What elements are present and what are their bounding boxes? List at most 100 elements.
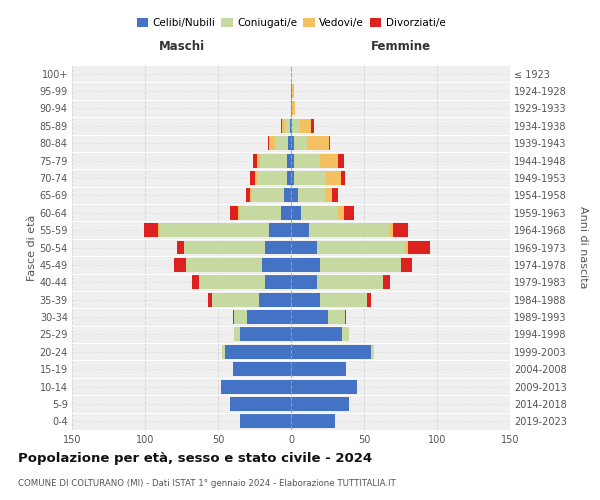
Bar (405, 240, 408, 254)
Bar (246, 188, 250, 202)
Bar (291, 154, 294, 168)
Bar (291, 171, 294, 185)
Bar (292, 102, 295, 116)
Bar (294, 154, 320, 168)
Bar (251, 188, 284, 202)
Bar (233, 310, 234, 324)
Bar (291, 328, 342, 342)
Bar (160, 223, 269, 237)
Bar (291, 188, 298, 202)
Bar (338, 154, 344, 168)
Bar (291, 136, 294, 150)
Bar (301, 206, 338, 220)
Bar (199, 276, 265, 289)
Bar (221, 380, 291, 394)
Bar (247, 310, 291, 324)
Bar (254, 171, 257, 185)
Bar (294, 171, 326, 185)
Bar (344, 206, 354, 220)
Bar (320, 154, 338, 168)
Bar (291, 345, 371, 358)
Bar (320, 258, 401, 272)
Bar (177, 240, 184, 254)
Bar (332, 188, 338, 202)
Bar (281, 206, 291, 220)
Bar (250, 171, 254, 185)
Bar (265, 240, 291, 254)
Bar (250, 188, 251, 202)
Bar (345, 310, 346, 324)
Bar (268, 136, 269, 150)
Bar (265, 276, 291, 289)
Bar (275, 136, 288, 150)
Bar (184, 240, 265, 254)
Bar (269, 136, 275, 150)
Bar (208, 292, 212, 306)
Bar (328, 310, 345, 324)
Bar (233, 362, 291, 376)
Bar (298, 188, 325, 202)
Text: COMUNE DI COLTURANO (MI) - Dati ISTAT 1° gennaio 2024 - Elaborazione TUTTITALIA.: COMUNE DI COLTURANO (MI) - Dati ISTAT 1°… (18, 479, 396, 488)
Bar (281, 119, 282, 133)
Bar (320, 292, 367, 306)
Bar (292, 119, 300, 133)
Legend: Celibi/Nubili, Coniugati/e, Vedovi/e, Divorziati/e: Celibi/Nubili, Coniugati/e, Vedovi/e, Di… (133, 14, 449, 32)
Bar (234, 328, 240, 342)
Bar (291, 414, 335, 428)
Y-axis label: Fasce di età: Fasce di età (26, 214, 37, 280)
Bar (300, 119, 311, 133)
Bar (291, 102, 292, 116)
Bar (253, 154, 257, 168)
Bar (291, 362, 346, 376)
Bar (230, 206, 238, 220)
Bar (291, 206, 301, 220)
Bar (291, 119, 292, 133)
Bar (389, 223, 393, 237)
Bar (291, 397, 349, 411)
Bar (307, 136, 329, 150)
Bar (223, 345, 226, 358)
Bar (290, 119, 291, 133)
Bar (371, 345, 374, 358)
Bar (317, 276, 383, 289)
Bar (234, 310, 247, 324)
Bar (158, 223, 160, 237)
Bar (285, 119, 290, 133)
Bar (143, 223, 158, 237)
Text: Popolazione per età, sesso e stato civile - 2024: Popolazione per età, sesso e stato civil… (18, 452, 372, 465)
Bar (291, 310, 328, 324)
Bar (282, 119, 285, 133)
Bar (287, 154, 291, 168)
Bar (174, 258, 186, 272)
Bar (291, 380, 356, 394)
Bar (317, 240, 405, 254)
Bar (257, 171, 287, 185)
Bar (291, 84, 292, 98)
Bar (326, 171, 341, 185)
Bar (291, 258, 320, 272)
Bar (230, 397, 291, 411)
Bar (401, 258, 412, 272)
Bar (291, 223, 308, 237)
Bar (308, 223, 389, 237)
Text: Maschi: Maschi (158, 40, 205, 53)
Bar (325, 188, 332, 202)
Bar (284, 188, 291, 202)
Text: Femmine: Femmine (370, 40, 431, 53)
Bar (338, 206, 344, 220)
Bar (186, 258, 262, 272)
Bar (329, 136, 331, 150)
Bar (408, 240, 430, 254)
Bar (341, 171, 345, 185)
Y-axis label: Anni di nascita: Anni di nascita (578, 206, 588, 289)
Bar (294, 136, 307, 150)
Bar (393, 223, 408, 237)
Bar (291, 292, 320, 306)
Bar (269, 223, 291, 237)
Bar (240, 328, 291, 342)
Bar (291, 240, 317, 254)
Bar (240, 206, 281, 220)
Bar (262, 258, 291, 272)
Bar (260, 154, 287, 168)
Bar (367, 292, 371, 306)
